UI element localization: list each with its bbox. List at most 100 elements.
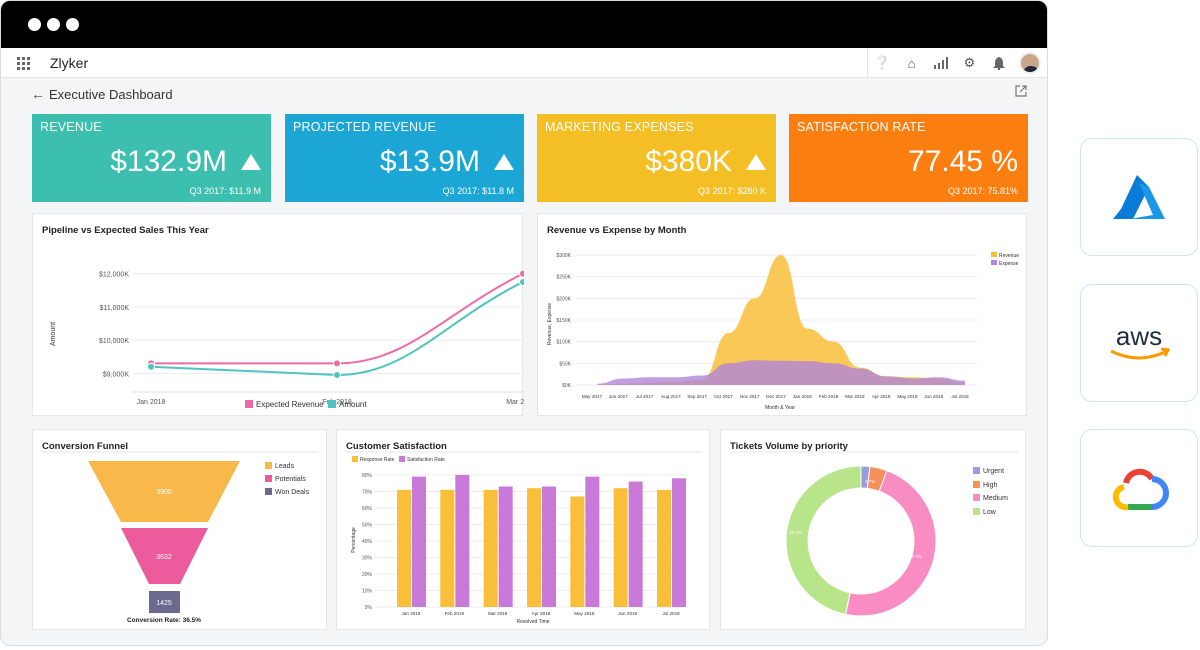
y-tick-label: $11,000K	[100, 305, 130, 312]
legend-label[interactable]: Won Deals	[275, 489, 310, 496]
legend-label[interactable]: Amount	[339, 400, 367, 409]
chart-title: Pipeline vs Expected Sales This Year	[42, 225, 209, 236]
data-point	[333, 371, 341, 380]
x-tick-label: Jun 2018	[618, 611, 637, 616]
bar-response-rate	[397, 489, 411, 607]
kpi-value: $132.9M	[110, 145, 261, 179]
x-tick-label: Sep 2017	[687, 394, 707, 399]
back-arrow-icon[interactable]: ←	[31, 86, 45, 102]
revenue-expense-chart: $300K $250K $200K $150K $100K $50K $0K May 2017…	[547, 252, 1019, 411]
legend-label[interactable]: Urgent	[983, 468, 1004, 475]
legend-swatch-leads	[265, 462, 272, 469]
kpi-subtext: Q3 2017: $11.8 M	[442, 186, 514, 196]
x-tick-label: Jun 2017	[609, 394, 628, 399]
legend-swatch-potentials	[265, 475, 272, 482]
y-tick-label: 10%	[362, 589, 373, 595]
user-avatar[interactable]	[1019, 52, 1041, 74]
x-tick-label: Feb 2018	[445, 611, 465, 616]
legend-label[interactable]: Leads	[275, 463, 295, 470]
signal-icon[interactable]	[926, 48, 955, 78]
y-axis-label: Revenue, Expense	[547, 303, 553, 345]
legend-label[interactable]: Medium	[983, 495, 1008, 502]
bar-response-rate	[527, 488, 541, 607]
gear-icon[interactable]: ⚙	[963, 55, 976, 70]
window-dot	[47, 18, 60, 31]
bar-satisfaction-rate	[542, 486, 556, 607]
funnel-stage-leads[interactable]	[88, 461, 240, 522]
y-tick-label: $300K	[557, 253, 572, 259]
y-tick-label: $250K	[557, 275, 572, 281]
y-tick-label: $50K	[559, 361, 571, 367]
revenue-expense-chart-card: Revenue vs Expense by Month $300K $250K $2…	[537, 213, 1027, 416]
aws-logo-icon: aws	[1110, 321, 1171, 360]
kpi-revenue[interactable]: REVENUE $132.9M Q3 2017: $11.9 M	[32, 114, 271, 202]
y-tick-label: 30%	[362, 556, 373, 562]
x-tick-label: May 2018	[897, 394, 918, 399]
x-tick-label: Feb 2018	[819, 394, 839, 399]
legend-label[interactable]: Low	[983, 509, 997, 516]
legend-label[interactable]: Potentials	[275, 476, 306, 483]
funnel-stage-won-deals[interactable]	[149, 591, 180, 613]
funnel-stage-potentials[interactable]	[121, 528, 208, 584]
legend-label[interactable]: High	[983, 482, 998, 489]
y-tick-label: $200K	[557, 296, 572, 302]
up-triangle-icon	[746, 154, 766, 170]
y-axis-label: Percentage	[351, 527, 357, 553]
legend-label[interactable]: Satisfaction Rate	[407, 457, 445, 463]
tickets-volume-card: Tickets Volume by priority 3.7% 47.7% 46…	[720, 429, 1026, 630]
x-tick-label: May 2018	[574, 611, 595, 616]
y-tick-label: 0%	[365, 605, 373, 611]
legend-swatch-satisfaction-rate	[399, 456, 405, 462]
donut-slice-low	[785, 465, 862, 615]
help-icon[interactable]: ❔	[874, 55, 891, 70]
x-tick-label: Jan 2018	[793, 394, 812, 399]
chart-title: Tickets Volume by priority	[730, 441, 848, 452]
x-tick-label: Nov 2017	[740, 394, 760, 399]
kpi-label: MARKETING EXPENSES	[545, 120, 694, 134]
data-point	[519, 269, 524, 278]
x-tick-label: Aug 2017	[661, 394, 681, 399]
y-tick-label: $9,000K	[103, 371, 129, 378]
app-bar: Zlyker ❔ ⌂ ⚙	[1, 48, 1047, 78]
legend-swatch-response-rate	[352, 456, 358, 462]
legend-swatch-amount	[328, 400, 336, 408]
legend-swatch-expense	[991, 260, 997, 265]
bell-icon[interactable]	[984, 48, 1013, 78]
slice-label-high: 3.7%	[865, 479, 875, 484]
legend-label[interactable]: Revenue	[999, 253, 1019, 259]
kpi-marketing-expenses[interactable]: MARKETING EXPENSES $380K Q3 2017: $280 K	[537, 114, 776, 202]
legend-label[interactable]: Expense	[999, 261, 1019, 267]
chart-title: Conversion Funnel	[42, 441, 129, 452]
x-tick-label: Jan 2018	[402, 611, 421, 616]
bar-satisfaction-rate	[628, 481, 643, 607]
app-grid-icon[interactable]	[17, 57, 30, 70]
data-point	[519, 277, 524, 286]
bar-satisfaction-rate	[412, 476, 426, 607]
y-axis-label: Amount	[50, 322, 57, 346]
legend-swatch-low	[973, 508, 980, 515]
kpi-projected-revenue[interactable]: PROJECTED REVENUE $13.9M Q3 2017: $11.8 …	[285, 114, 524, 202]
x-tick-label: Jan 2018	[137, 399, 166, 406]
bar-satisfaction-rate	[585, 476, 600, 607]
x-tick-label: Feb 2018	[322, 399, 352, 406]
app-name: Zlyker	[50, 55, 89, 71]
legend-swatch-expected-revenue	[245, 400, 253, 408]
google-cloud-logo-icon	[1112, 468, 1169, 511]
window-dot	[66, 18, 79, 31]
home-icon[interactable]: ⌂	[907, 55, 916, 71]
kpi-subtext: Q3 2017: 75.81%	[947, 186, 1018, 196]
popout-icon[interactable]	[1015, 85, 1027, 100]
y-tick-label: 60%	[362, 506, 373, 512]
legend-label[interactable]: Expected Revenue	[256, 400, 324, 409]
bar-satisfaction-rate	[672, 478, 686, 607]
legend-label[interactable]: Response Rate	[360, 457, 395, 463]
legend-swatch-revenue	[991, 252, 997, 257]
bar-response-rate	[483, 489, 498, 607]
y-tick-label: 20%	[362, 572, 373, 578]
y-tick-label: $12,000K	[99, 272, 129, 279]
kpi-value-text: $380K	[645, 145, 732, 178]
y-tick-label: 50%	[362, 523, 373, 529]
kpi-satisfaction-rate[interactable]: SATISFACTION RATE 77.45 % Q3 2017: 75.81…	[789, 114, 1028, 202]
funnel-stage-value: 3900	[156, 489, 172, 496]
up-triangle-icon	[494, 154, 514, 170]
